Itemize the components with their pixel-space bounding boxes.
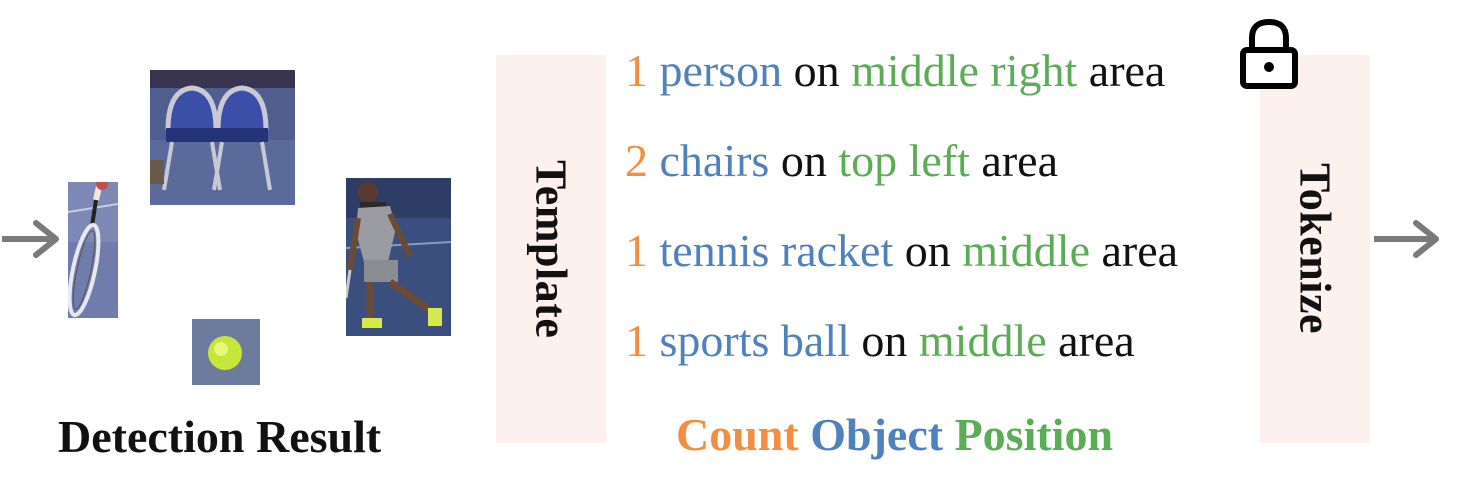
template-line-3: 1 tennis racket on middle area	[625, 228, 1178, 274]
object-name: chairs	[660, 135, 770, 186]
person-crop	[346, 178, 451, 336]
connector-text: on	[781, 135, 827, 186]
template-line-2: 2 chairs on top left area	[625, 138, 1058, 184]
tokenize-label: Tokenize	[1290, 163, 1341, 334]
detection-result-caption: Detection Result	[58, 414, 381, 460]
lock-icon	[1238, 18, 1300, 95]
template-line-4: 1 sports ball on middle area	[625, 318, 1135, 364]
tokenize-panel: Tokenize	[1260, 55, 1370, 443]
count-value: 1	[625, 45, 648, 96]
connector-text: on	[905, 225, 951, 276]
count-value: 1	[625, 225, 648, 276]
template-panel: Template	[496, 55, 606, 443]
area-text: area	[1058, 315, 1135, 366]
template-line-1: 1 person on middle right area	[625, 48, 1165, 94]
object-name: sports ball	[660, 315, 850, 366]
connector-text: on	[794, 45, 840, 96]
sports-ball-crop	[192, 319, 260, 385]
count-value: 1	[625, 315, 648, 366]
position-value: top left	[838, 135, 970, 186]
object-name: tennis racket	[660, 225, 894, 276]
legend: Count Object Position	[676, 412, 1113, 458]
connector-text: on	[861, 315, 907, 366]
tennis-racket-crop	[68, 182, 118, 318]
area-text: area	[1089, 45, 1166, 96]
legend-count: Count	[676, 409, 799, 460]
position-value: middle right	[851, 45, 1077, 96]
area-text: area	[981, 135, 1058, 186]
position-value: middle	[919, 315, 1047, 366]
legend-object: Object	[810, 409, 943, 460]
template-label: Template	[526, 160, 577, 338]
position-value: middle	[962, 225, 1090, 276]
count-value: 2	[625, 135, 648, 186]
area-text: area	[1102, 225, 1179, 276]
legend-position: Position	[955, 409, 1113, 460]
object-name: person	[660, 45, 783, 96]
input-arrow	[0, 218, 62, 260]
chairs-crop	[150, 70, 295, 205]
output-arrow	[1372, 218, 1444, 260]
